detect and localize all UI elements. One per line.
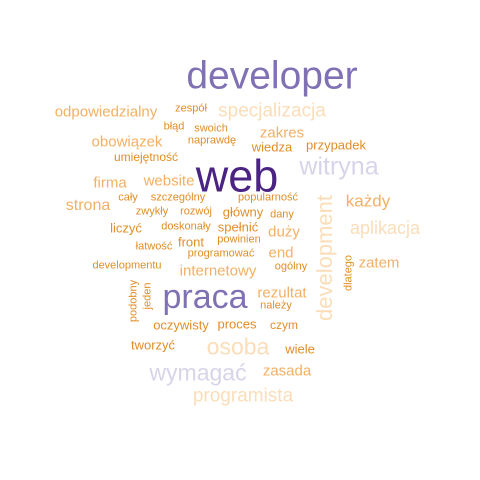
word-rezultat: rezultat [257, 284, 307, 302]
word-szczegolny: szczególny [150, 191, 206, 204]
word-aplikacja: aplikacja [349, 218, 421, 238]
word-strona: strona [65, 197, 111, 214]
word-naprawde: naprawdę [187, 134, 237, 147]
word-website: website [143, 172, 195, 190]
word-internetowy: internetowy [179, 262, 257, 280]
word-caly: cały [118, 191, 138, 204]
word-glowny: główny [222, 204, 264, 220]
word-web: web [195, 150, 279, 202]
word-zespol: zespół [175, 102, 207, 115]
word-dlatego: dlatego [342, 254, 355, 292]
word-odpowiedzialny: odpowiedzialny [54, 103, 158, 121]
word-developer: developer [186, 54, 358, 98]
word-osoba: osoba [206, 333, 270, 360]
word-podobny: podobny [127, 279, 140, 323]
word-liczyc: liczyć [110, 220, 142, 236]
word-czym: czym [270, 318, 298, 332]
word-wiedza: wiedza [251, 139, 293, 155]
word-development: development [312, 195, 337, 321]
word-swoich: swoich [194, 122, 228, 135]
word-firma: firma [93, 174, 127, 192]
word-dany: dany [270, 208, 294, 221]
word-end: end [268, 244, 294, 262]
word-developmentu: developmentu [92, 259, 162, 272]
word-rozwoj: rozwój [180, 205, 212, 218]
word-specjalizacja: specjalizacja [218, 100, 326, 122]
word-wiele: wiele [285, 341, 315, 357]
word-programista: programista [192, 385, 294, 407]
word-zwykly: zwykły [135, 205, 169, 218]
word-tworzyc: tworzyć [130, 337, 176, 353]
word-kazdy: każdy [345, 191, 391, 211]
word-obowiazek: obowiązek [91, 133, 163, 151]
word-praca: praca [162, 278, 248, 316]
word-powinien: powinien [217, 233, 261, 246]
word-ogolny: ogólny [274, 260, 308, 273]
word-front: front [177, 234, 205, 250]
word-witryna: witryna [299, 152, 379, 181]
word-doskonaly: doskonały [161, 220, 211, 233]
word-duzy: duży [268, 223, 300, 241]
word-nalezy: należy [260, 299, 292, 312]
word-jeden: jeden [141, 282, 154, 310]
word-zasada: zasada [262, 362, 312, 380]
word-programowac: programować [187, 247, 255, 260]
word-spelnic: spełnić [217, 219, 259, 235]
word-oczywisty: oczywisty [153, 317, 209, 333]
word-przypadek: przypadek [306, 137, 366, 153]
word-umiejetnosc: umiejętność [113, 150, 179, 164]
word-popularnosc: popularność [238, 191, 298, 204]
word-wymagac: wymagać [149, 359, 247, 386]
word-latwosc: łatwość [135, 240, 173, 253]
word-blad: błąd [163, 120, 185, 133]
word-zatem: zatem [358, 254, 400, 272]
word-zakres: zakres [259, 124, 305, 142]
word-proces: proces [217, 316, 257, 332]
